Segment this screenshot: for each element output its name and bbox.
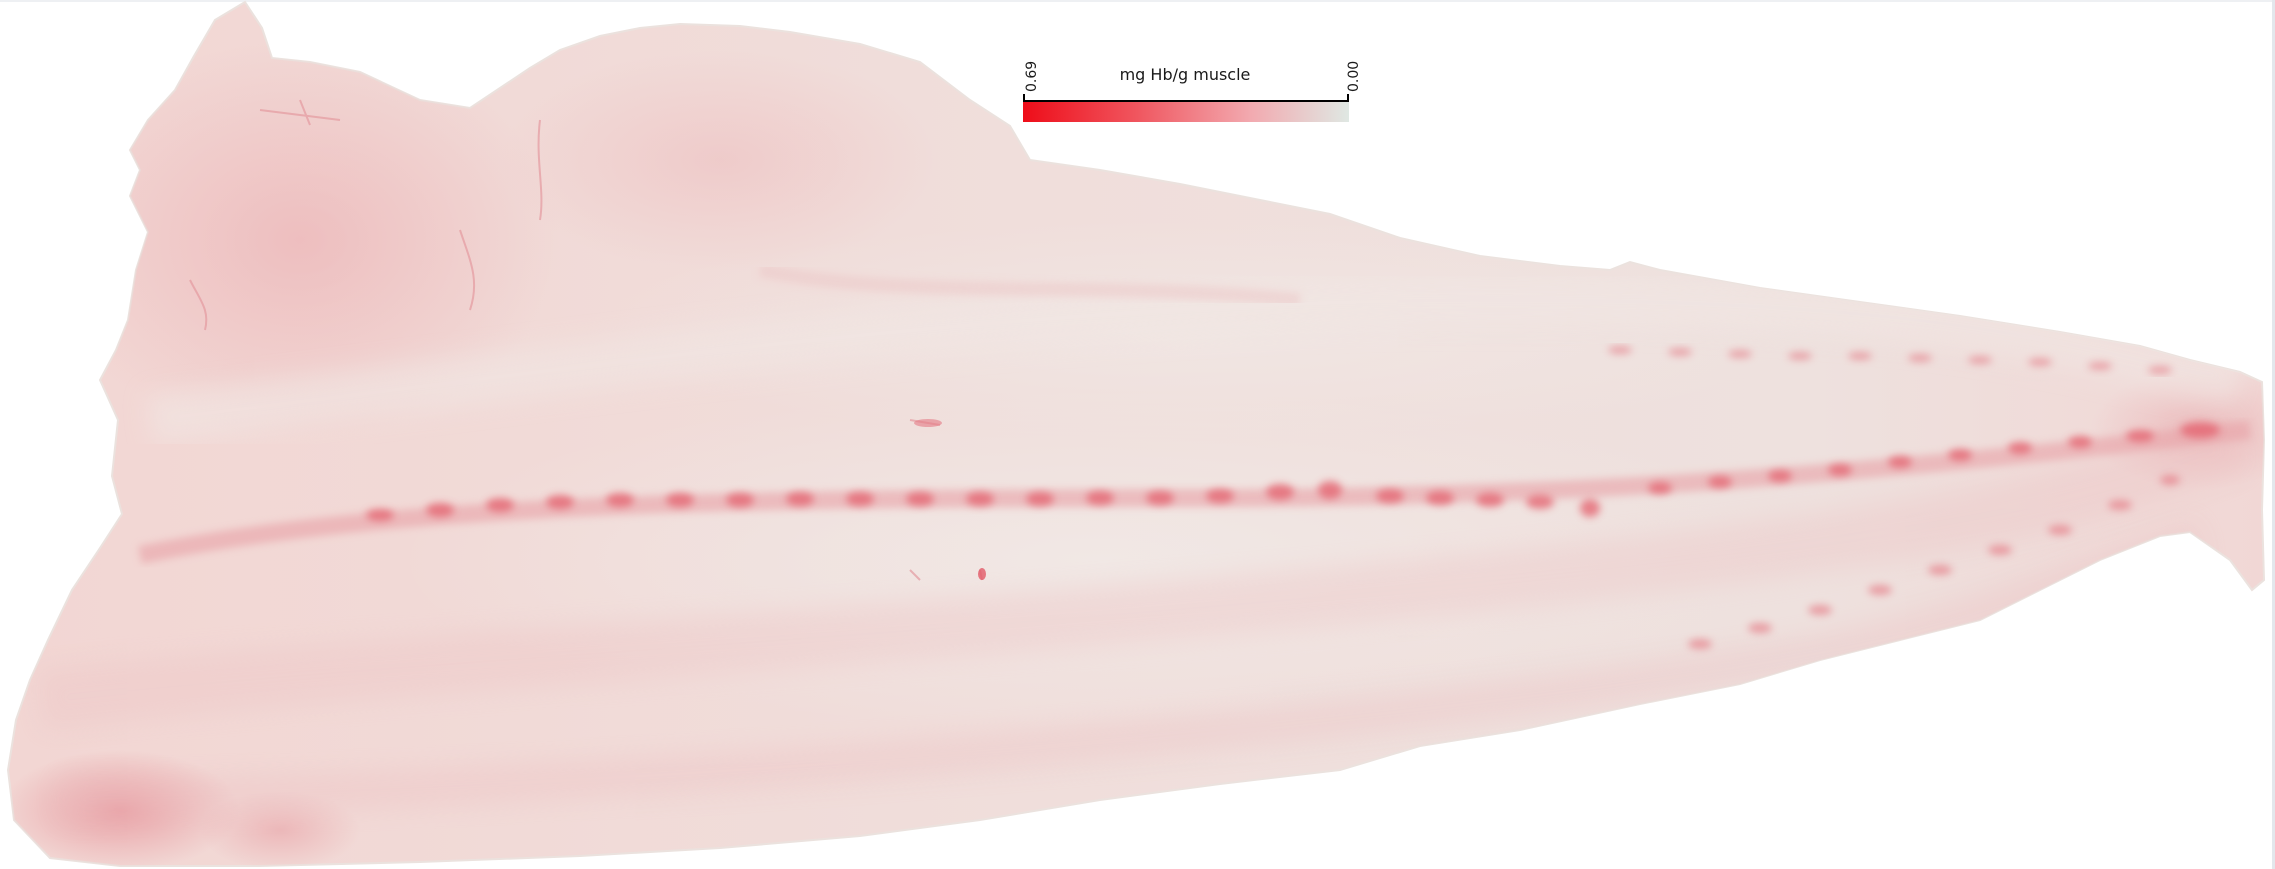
frame-border-right — [2272, 0, 2275, 869]
dorsal-line-spots — [1608, 346, 2172, 374]
ventral-line-spots — [1688, 475, 2180, 649]
colorbar-gradient — [1023, 102, 1349, 122]
lateral-line-spots — [366, 422, 2220, 521]
colorbar-axis-tick-left — [1023, 94, 1025, 102]
colorbar-title: mg Hb/g muscle — [1119, 65, 1251, 84]
colorbar-legend: 0.69 mg Hb/g muscle 0.00 — [1020, 56, 1362, 128]
frame-border-top — [0, 0, 2275, 2]
colorbar-min-label: 0.00 — [1346, 60, 1362, 92]
colorbar-axis — [1023, 100, 1349, 102]
lateral-line — [138, 421, 2252, 564]
colorbar-axis-tick-right — [1347, 94, 1349, 102]
